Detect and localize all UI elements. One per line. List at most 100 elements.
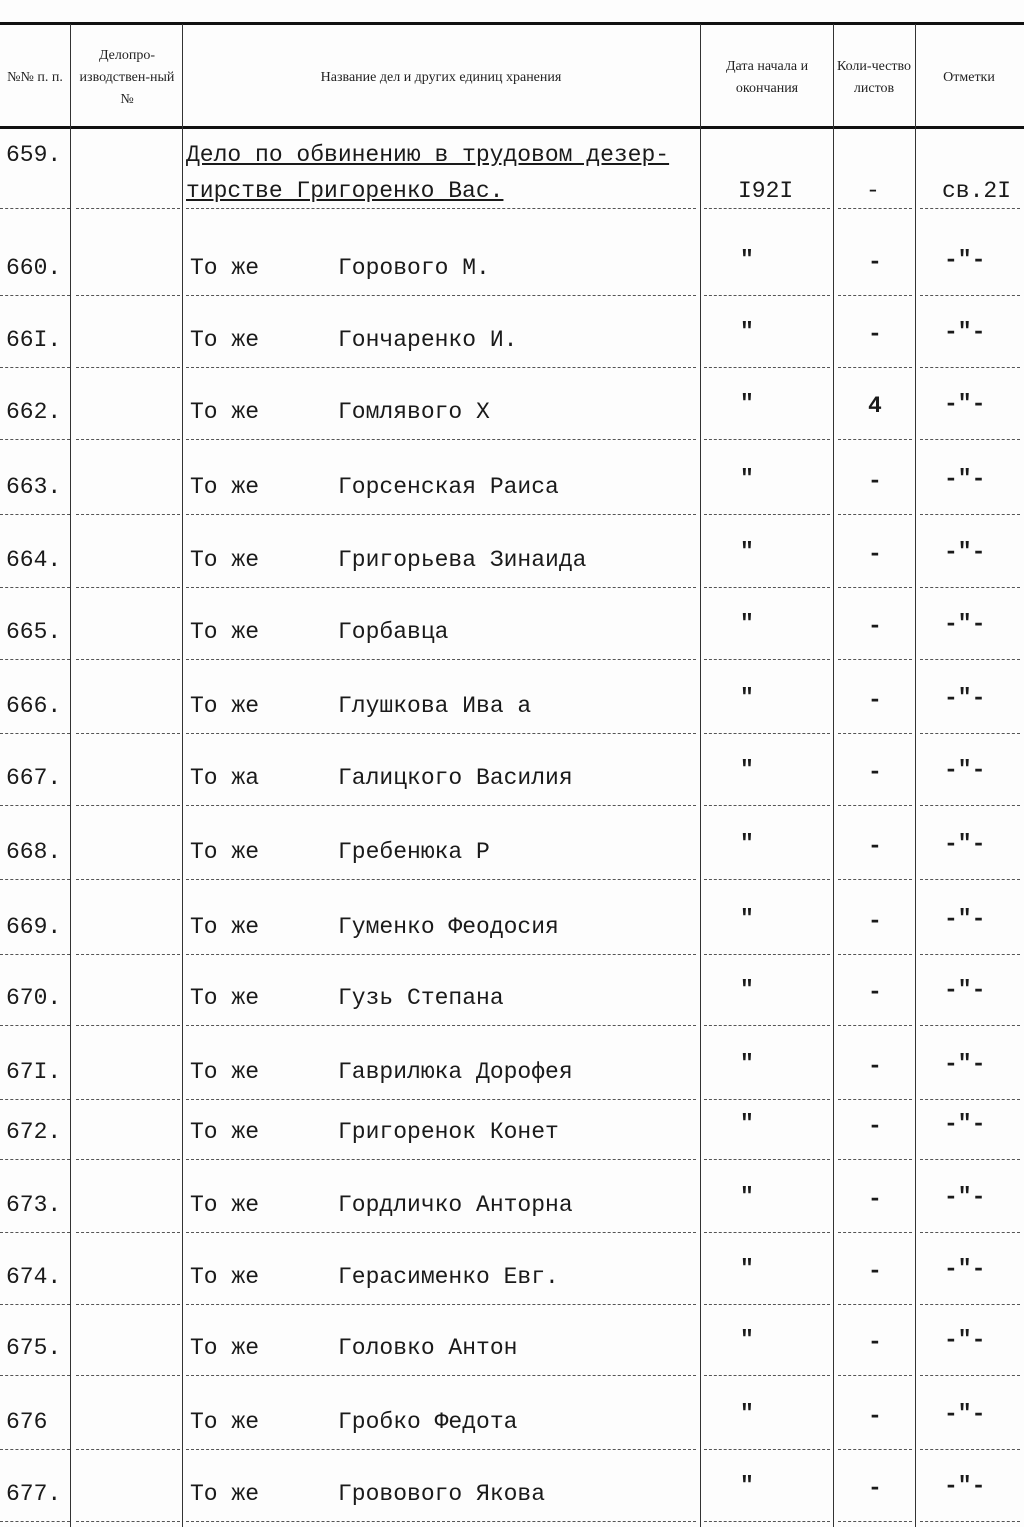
row-sheets: - [868,1053,882,1079]
header-office-number: Делопро-изводствен-ный № [79,48,175,107]
row-prefix: То же [190,474,260,500]
row-number: 673. [6,1192,62,1218]
row-rule [0,439,70,440]
row-title-cont: тирстве Григоренко Вас. [186,178,504,204]
row-rule [76,208,180,209]
row-notes: -"- [944,1111,986,1137]
row-rule [0,587,70,588]
row-notes: -"- [944,1256,986,1282]
row-rule [0,1375,70,1376]
row-rule [704,295,830,296]
row-rule [838,1521,912,1522]
row-date: I92I [738,178,794,204]
row-title: Григоренок Конет [338,1119,559,1145]
row-sheets: - [868,1403,882,1429]
row-notes: -"- [944,1327,986,1353]
row-number: 676 [6,1409,48,1435]
row-rule [186,1375,696,1376]
row-rule [920,879,1020,880]
column-divider [182,24,183,1527]
row-rule [76,1304,180,1305]
row-rule [838,1159,912,1160]
row-prefix: То же [190,1481,260,1507]
row-rule [838,295,912,296]
row-title: Гребенюка Р [338,839,490,865]
row-rule [76,295,180,296]
row-title: Герасименко Евг. [338,1264,559,1290]
row-title: Гаврилюка Дорофея [338,1059,573,1085]
row-rule [838,1375,912,1376]
row-rule [704,879,830,880]
row-rule [0,1232,70,1233]
row-rule [186,1232,696,1233]
row-number: 675. [6,1335,62,1361]
row-rule [76,1099,180,1100]
row-notes: -"- [944,1473,986,1499]
row-rule [76,954,180,955]
row-notes: -"- [944,611,986,637]
row-date: " [740,466,754,492]
row-title: Дело по обвинению в трудовом дезер- [186,142,670,168]
row-rule [920,587,1020,588]
column-divider [700,24,701,1527]
row-notes: -"- [944,319,986,345]
row-rule [704,1375,830,1376]
row-notes: -"- [944,1184,986,1210]
column-divider [915,24,916,1527]
row-rule [920,1375,1020,1376]
row-rule [0,805,70,806]
row-number: 67I. [6,1059,62,1085]
row-rule [0,1099,70,1100]
row-rule [76,1521,180,1522]
row-rule [186,1521,696,1522]
row-prefix: То же [190,1335,260,1361]
row-date: " [740,757,754,783]
row-sheets: - [868,613,882,639]
row-notes: -"- [944,1401,986,1427]
row-rule [838,733,912,734]
row-number: 674. [6,1264,62,1290]
row-date: " [740,539,754,565]
row-title: Григорьева Зинаида [338,547,587,573]
row-number: 666. [6,693,62,719]
row-prefix: То же [190,547,260,573]
row-rule [186,733,696,734]
header-dates: Дата начала и окончания [725,59,809,96]
row-rule [704,367,830,368]
row-rule [704,659,830,660]
row-rule [920,1232,1020,1233]
row-rule [920,1025,1020,1026]
row-rule [0,295,70,296]
row-number: 670. [6,985,62,1011]
row-sheets: - [868,687,882,713]
row-rule [704,1025,830,1026]
top-rule [0,22,1024,25]
row-number: 66I. [6,327,62,353]
row-rule [704,1304,830,1305]
row-rule [186,805,696,806]
row-notes: -"- [944,466,986,492]
row-number: 667. [6,765,62,791]
row-rule [186,439,696,440]
row-rule [704,208,830,209]
row-notes: -"- [944,831,986,857]
row-date: " [740,1473,754,1499]
row-sheets: - [868,1475,882,1501]
row-rule [186,879,696,880]
row-rule [920,295,1020,296]
row-title: Гуменко Феодосия [338,914,559,940]
row-rule [838,1025,912,1026]
row-sheets: - [868,249,882,275]
header-title: Название дел и других единиц хранения [320,70,562,85]
row-rule [186,587,696,588]
row-rule [704,1232,830,1233]
row-rule [704,587,830,588]
row-rule [0,514,70,515]
row-prefix: То жа [190,765,260,791]
row-title: Гордличко Анторна [338,1192,573,1218]
row-number: 664. [6,547,62,573]
row-rule [0,733,70,734]
row-prefix: То же [190,327,260,353]
header-number: №№ п. п. [7,70,63,85]
row-rule [920,514,1020,515]
